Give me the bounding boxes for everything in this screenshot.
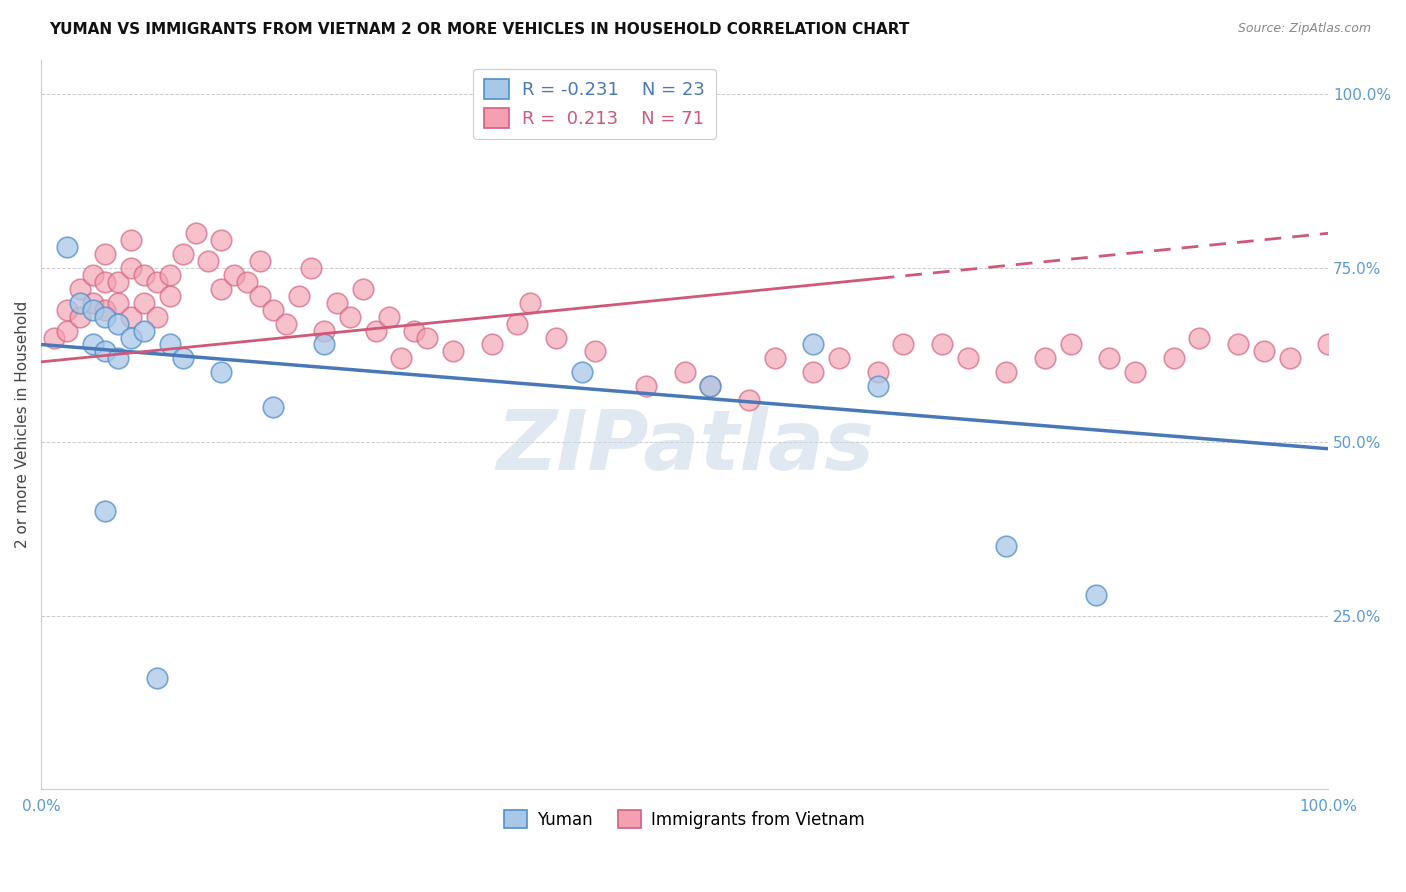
- Point: [1085, 588, 1108, 602]
- Point: [1253, 344, 1275, 359]
- Point: [236, 275, 259, 289]
- Point: [132, 268, 155, 282]
- Point: [506, 317, 529, 331]
- Text: YUMAN VS IMMIGRANTS FROM VIETNAM 2 OR MORE VEHICLES IN HOUSEHOLD CORRELATION CHA: YUMAN VS IMMIGRANTS FROM VIETNAM 2 OR MO…: [49, 22, 910, 37]
- Point: [995, 365, 1018, 379]
- Point: [931, 337, 953, 351]
- Point: [132, 295, 155, 310]
- Point: [339, 310, 361, 324]
- Point: [107, 317, 129, 331]
- Y-axis label: 2 or more Vehicles in Household: 2 or more Vehicles in Household: [15, 301, 30, 548]
- Point: [326, 295, 349, 310]
- Point: [391, 351, 413, 366]
- Point: [172, 351, 194, 366]
- Point: [274, 317, 297, 331]
- Point: [120, 233, 142, 247]
- Point: [197, 254, 219, 268]
- Point: [1098, 351, 1121, 366]
- Point: [82, 337, 104, 351]
- Point: [146, 275, 169, 289]
- Point: [1227, 337, 1250, 351]
- Point: [209, 233, 232, 247]
- Point: [146, 310, 169, 324]
- Point: [94, 344, 117, 359]
- Point: [94, 310, 117, 324]
- Point: [699, 379, 721, 393]
- Point: [314, 337, 336, 351]
- Point: [481, 337, 503, 351]
- Point: [94, 302, 117, 317]
- Point: [224, 268, 246, 282]
- Point: [352, 282, 374, 296]
- Point: [69, 295, 91, 310]
- Point: [159, 289, 181, 303]
- Point: [364, 324, 387, 338]
- Point: [42, 330, 65, 344]
- Point: [249, 254, 271, 268]
- Point: [416, 330, 439, 344]
- Point: [209, 282, 232, 296]
- Point: [377, 310, 399, 324]
- Point: [1278, 351, 1301, 366]
- Text: Source: ZipAtlas.com: Source: ZipAtlas.com: [1237, 22, 1371, 36]
- Point: [132, 324, 155, 338]
- Point: [262, 302, 284, 317]
- Point: [738, 393, 761, 408]
- Point: [1163, 351, 1185, 366]
- Point: [866, 379, 889, 393]
- Point: [262, 400, 284, 414]
- Point: [287, 289, 309, 303]
- Point: [699, 379, 721, 393]
- Point: [1060, 337, 1083, 351]
- Point: [866, 365, 889, 379]
- Point: [120, 261, 142, 276]
- Point: [763, 351, 786, 366]
- Point: [519, 295, 541, 310]
- Point: [69, 310, 91, 324]
- Point: [209, 365, 232, 379]
- Point: [172, 247, 194, 261]
- Point: [107, 351, 129, 366]
- Point: [571, 365, 593, 379]
- Point: [107, 295, 129, 310]
- Point: [583, 344, 606, 359]
- Point: [956, 351, 979, 366]
- Point: [159, 268, 181, 282]
- Point: [184, 227, 207, 241]
- Point: [1188, 330, 1211, 344]
- Point: [82, 268, 104, 282]
- Point: [404, 324, 426, 338]
- Point: [1033, 351, 1056, 366]
- Point: [94, 504, 117, 518]
- Point: [94, 275, 117, 289]
- Point: [801, 365, 824, 379]
- Point: [146, 671, 169, 685]
- Point: [107, 275, 129, 289]
- Point: [893, 337, 915, 351]
- Point: [995, 539, 1018, 553]
- Point: [94, 247, 117, 261]
- Point: [82, 295, 104, 310]
- Point: [69, 282, 91, 296]
- Point: [120, 310, 142, 324]
- Point: [56, 240, 79, 254]
- Text: ZIPatlas: ZIPatlas: [496, 406, 873, 487]
- Point: [441, 344, 464, 359]
- Point: [120, 330, 142, 344]
- Point: [56, 324, 79, 338]
- Point: [314, 324, 336, 338]
- Point: [634, 379, 657, 393]
- Point: [299, 261, 322, 276]
- Point: [673, 365, 696, 379]
- Point: [159, 337, 181, 351]
- Point: [801, 337, 824, 351]
- Point: [249, 289, 271, 303]
- Point: [1123, 365, 1146, 379]
- Point: [56, 302, 79, 317]
- Legend: Yuman, Immigrants from Vietnam: Yuman, Immigrants from Vietnam: [498, 804, 872, 836]
- Point: [82, 302, 104, 317]
- Point: [828, 351, 851, 366]
- Point: [1317, 337, 1340, 351]
- Point: [544, 330, 567, 344]
